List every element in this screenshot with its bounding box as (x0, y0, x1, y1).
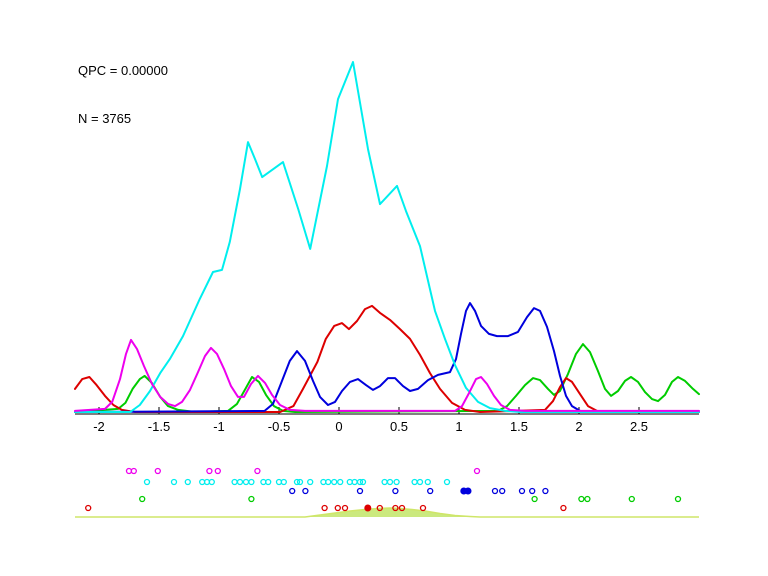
data-point-cyan (208, 478, 215, 486)
data-point-red-filled (364, 504, 372, 512)
x-axis-tick-label: 0 (335, 419, 342, 434)
data-point-magenta (473, 467, 481, 475)
data-point-cyan (296, 478, 304, 486)
data-point-blue (542, 487, 549, 495)
data-point-red (392, 504, 399, 512)
data-point-cyan (307, 478, 314, 486)
overall-density-strip (75, 507, 699, 518)
curve-cyan (74, 61, 700, 413)
data-point-cyan (337, 478, 344, 486)
x-axis-tick-label: -0.5 (268, 419, 290, 434)
data-point-cyan (331, 478, 338, 486)
data-point-blue (392, 487, 399, 495)
data-point-blue (499, 487, 506, 495)
data-point-blue (529, 487, 536, 495)
data-point-green (578, 495, 585, 503)
data-point-blue-filled (464, 487, 472, 495)
data-point-red (334, 504, 341, 512)
data-point-blue (289, 487, 296, 495)
data-point-red (376, 504, 383, 512)
rug-row-green (139, 495, 682, 503)
data-point-cyan (393, 478, 400, 486)
data-point-cyan (236, 478, 244, 486)
curve-blue (74, 302, 700, 413)
stats-annotation: QPC = 0.00000 N = 3765 (78, 31, 168, 159)
data-point-cyan (381, 478, 388, 486)
data-point-green (139, 495, 146, 503)
data-point-magenta (130, 467, 137, 475)
data-point-cyan (325, 478, 332, 486)
data-point-green (674, 495, 682, 503)
data-point-red (419, 504, 427, 512)
data-point-green (248, 495, 255, 503)
data-point-cyan (416, 478, 424, 486)
x-axis-tick-label: 0.5 (390, 419, 408, 434)
data-point-cyan (386, 478, 394, 486)
curve-red (74, 304, 700, 413)
curve-green (74, 343, 700, 413)
qpc-label: QPC = 0.00000 (78, 63, 168, 78)
data-point-magenta (214, 467, 221, 475)
x-axis-tick-label: -2 (93, 419, 105, 434)
data-point-cyan (170, 478, 178, 486)
x-axis-tick-label: 1.5 (510, 419, 528, 434)
n-label: N = 3765 (78, 111, 132, 126)
data-point-blue (427, 487, 434, 495)
x-axis-tick-label: -1 (213, 419, 225, 434)
data-point-blue (302, 487, 309, 495)
x-axis: -2 -1.5 -1 -0.5 0 0.5 1 1.5 2 2.5 (75, 407, 699, 434)
data-point-green (628, 495, 635, 503)
data-point-blue (356, 487, 364, 495)
rug-row-magenta (125, 467, 481, 475)
x-axis-tick-label: 2 (575, 419, 582, 434)
data-point-green (584, 495, 591, 503)
data-point-cyan (248, 478, 255, 486)
data-point-red (398, 504, 406, 512)
data-point-red (560, 504, 567, 512)
data-point-cyan (280, 478, 287, 486)
data-point-red (85, 504, 92, 512)
rug-row-cyan (143, 478, 451, 486)
data-point-blue (491, 487, 499, 495)
data-point-red (321, 504, 328, 512)
data-point-cyan (356, 478, 364, 486)
data-point-blue (518, 487, 526, 495)
curve-magenta (74, 338, 700, 412)
rug-row-red (85, 504, 567, 512)
data-point-red (341, 504, 349, 512)
data-point-cyan (231, 478, 238, 486)
data-point-cyan (242, 478, 250, 486)
data-point-cyan (143, 478, 151, 486)
x-axis-tick-label: 2.5 (630, 419, 648, 434)
data-point-cyan (424, 478, 431, 486)
data-point-magenta (206, 467, 213, 475)
data-point-cyan (359, 478, 367, 486)
x-axis-tick-label: -1.5 (148, 419, 170, 434)
data-point-green (531, 495, 538, 503)
data-point-magenta (254, 467, 261, 475)
data-point-cyan (411, 478, 418, 486)
data-point-cyan (265, 478, 272, 486)
x-axis-tick-label: 1 (455, 419, 462, 434)
rug-row-blue (289, 487, 549, 495)
data-point-cyan (293, 478, 301, 486)
data-point-magenta (154, 467, 161, 475)
data-point-cyan (184, 478, 191, 486)
data-point-cyan (443, 478, 451, 486)
